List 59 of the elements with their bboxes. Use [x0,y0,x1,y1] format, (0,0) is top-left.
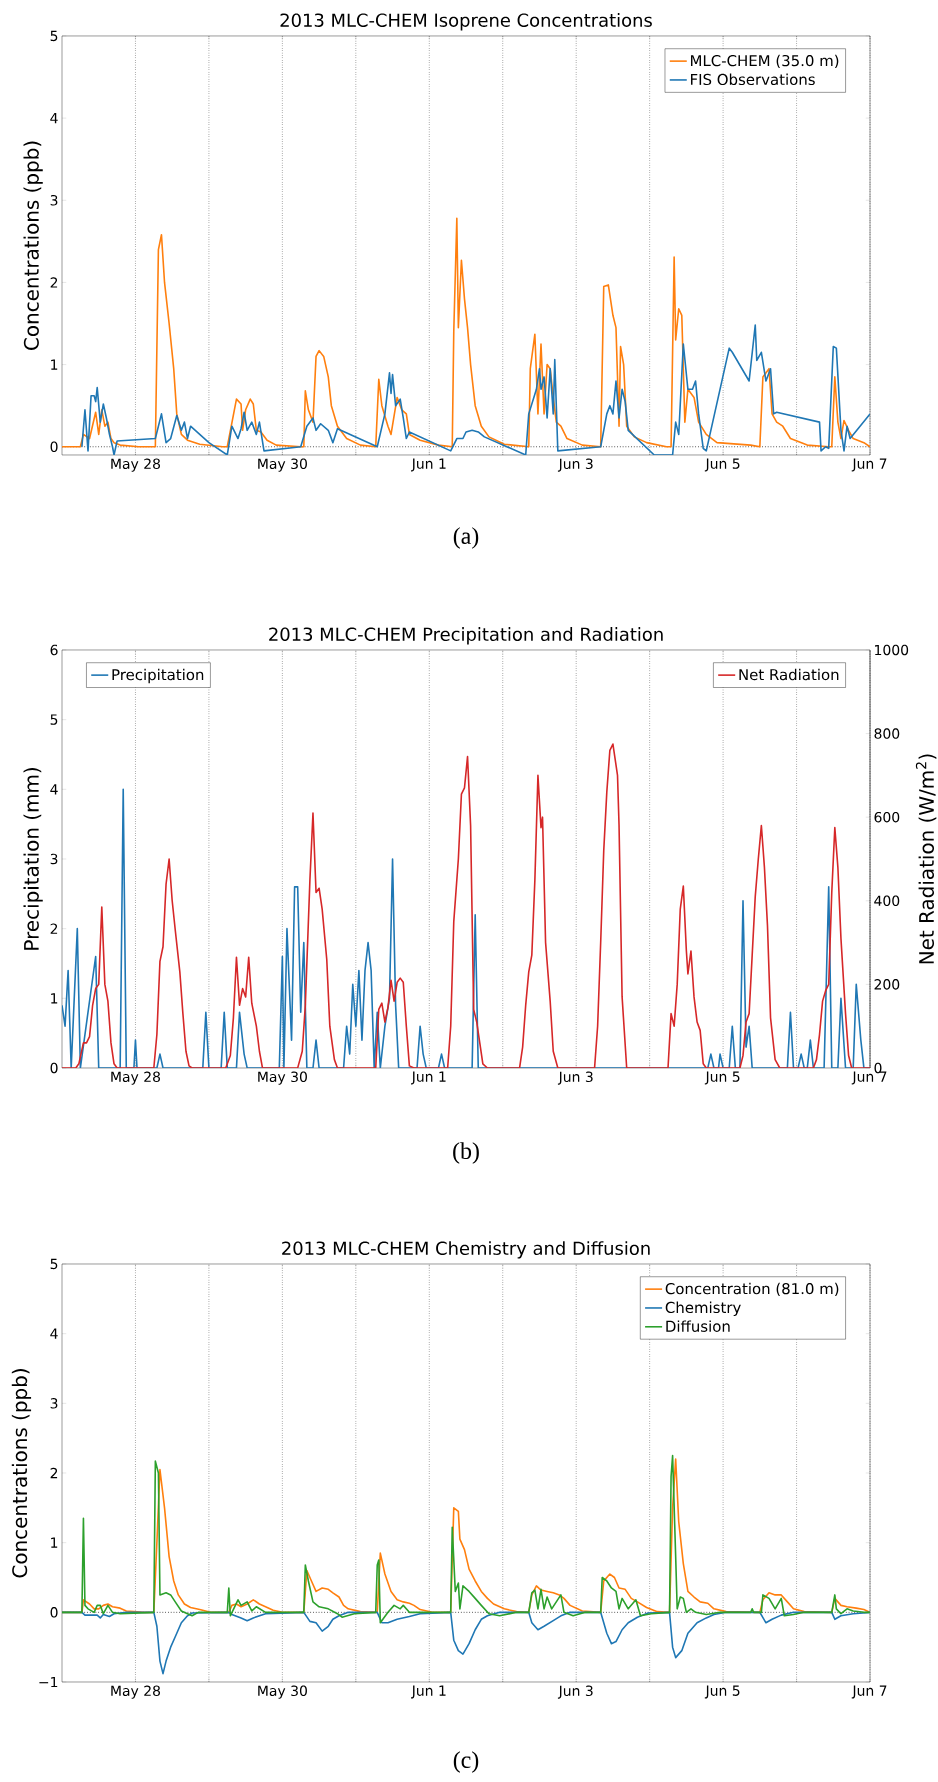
y-axis-title: Concentrations (ppb) [23,141,43,350]
y-tick-label: 6 [50,644,58,656]
y-tick-label: 1 [51,993,58,1004]
y-tick-label: 2 [50,923,58,934]
y-tick-label: 0 [50,441,58,453]
x-tick-label: Jun 3 [557,458,593,472]
x-tick-label: Jun 7 [851,458,887,472]
y-tick-label: 5 [50,30,58,42]
y-axis-title: Precipitation (mm) [23,768,43,950]
legend-label: Concentration (81.0 m) [665,1282,839,1297]
y2-tick-label: 400 [874,895,900,907]
x-tick-label: Jun 5 [704,1685,740,1699]
x-tick-label: May 30 [258,1071,307,1085]
y-tick-label: 0 [50,1062,58,1074]
x-tick-label: Jun 3 [557,1685,593,1699]
y2-tick-label: 200 [874,979,900,990]
y-tick-label: 5 [50,1258,58,1270]
y2-tick-label: 800 [874,728,900,739]
legend-label: FIS Observations [691,73,815,86]
y-axis-title: Concentrations (ppb) [11,1369,32,1578]
y2-tick-label: 600 [874,811,900,823]
text: (c) [453,1751,479,1773]
x-tick-label: May 30 [258,458,307,472]
x-tick-label: May 28 [111,1685,161,1699]
y-tick-label: 4 [50,784,58,795]
legend-label: Diffusion [666,1320,730,1332]
y2-axis-title: Net Radiation (W/m$^{2}$) [915,754,937,964]
y-tick-label: 1 [51,1537,58,1548]
legend-label: MLC-CHEM (35.0 m) [691,54,839,69]
x-tick-label: Jun 7 [851,1685,887,1699]
chart-title: 2013 MLC-CHEM Isoprene Concentrations [280,13,652,31]
x-tick-label: Jun 3 [557,1071,593,1085]
y-tick-label: 0 [50,1607,58,1618]
x-tick-label: May 28 [111,458,161,472]
chart-title: 2013 MLC-CHEM Precipitation and Radiation [269,627,663,645]
x-tick-label: Jun 1 [411,1071,446,1085]
y-tick-label: 2 [50,1467,58,1479]
legend-label: Precipitation [112,668,204,684]
legend-label: Chemistry [665,1301,741,1316]
y-tick-label: 3 [50,1398,58,1409]
y-tick-label: 4 [50,113,58,124]
x-tick-label: Jun 5 [704,458,740,472]
x-tick-label: May 28 [111,1071,161,1085]
x-tick-label: May 30 [258,1685,307,1699]
x-tick-label: Jun 1 [411,458,446,472]
legend-label: Net Radiation [739,668,839,681]
x-tick-label: Jun 1 [411,1685,446,1699]
y-tick-label: 2 [50,277,58,288]
x-tick-label: Jun 5 [704,1071,740,1085]
chart-title: 2013 MLC-CHEM Chemistry and Diffusion [282,1241,650,1259]
y-tick-label: 4 [50,1328,58,1339]
y-tick-label: −1 [39,1676,58,1688]
y2-tick-label: 1000 [875,644,909,656]
y-tick-label: 3 [50,195,58,206]
text: (a) [453,527,479,549]
y-tick-label: 5 [50,714,58,725]
y-tick-label: 3 [50,853,58,865]
y-tick-label: 1 [51,359,58,370]
text: (b) [453,1142,479,1164]
